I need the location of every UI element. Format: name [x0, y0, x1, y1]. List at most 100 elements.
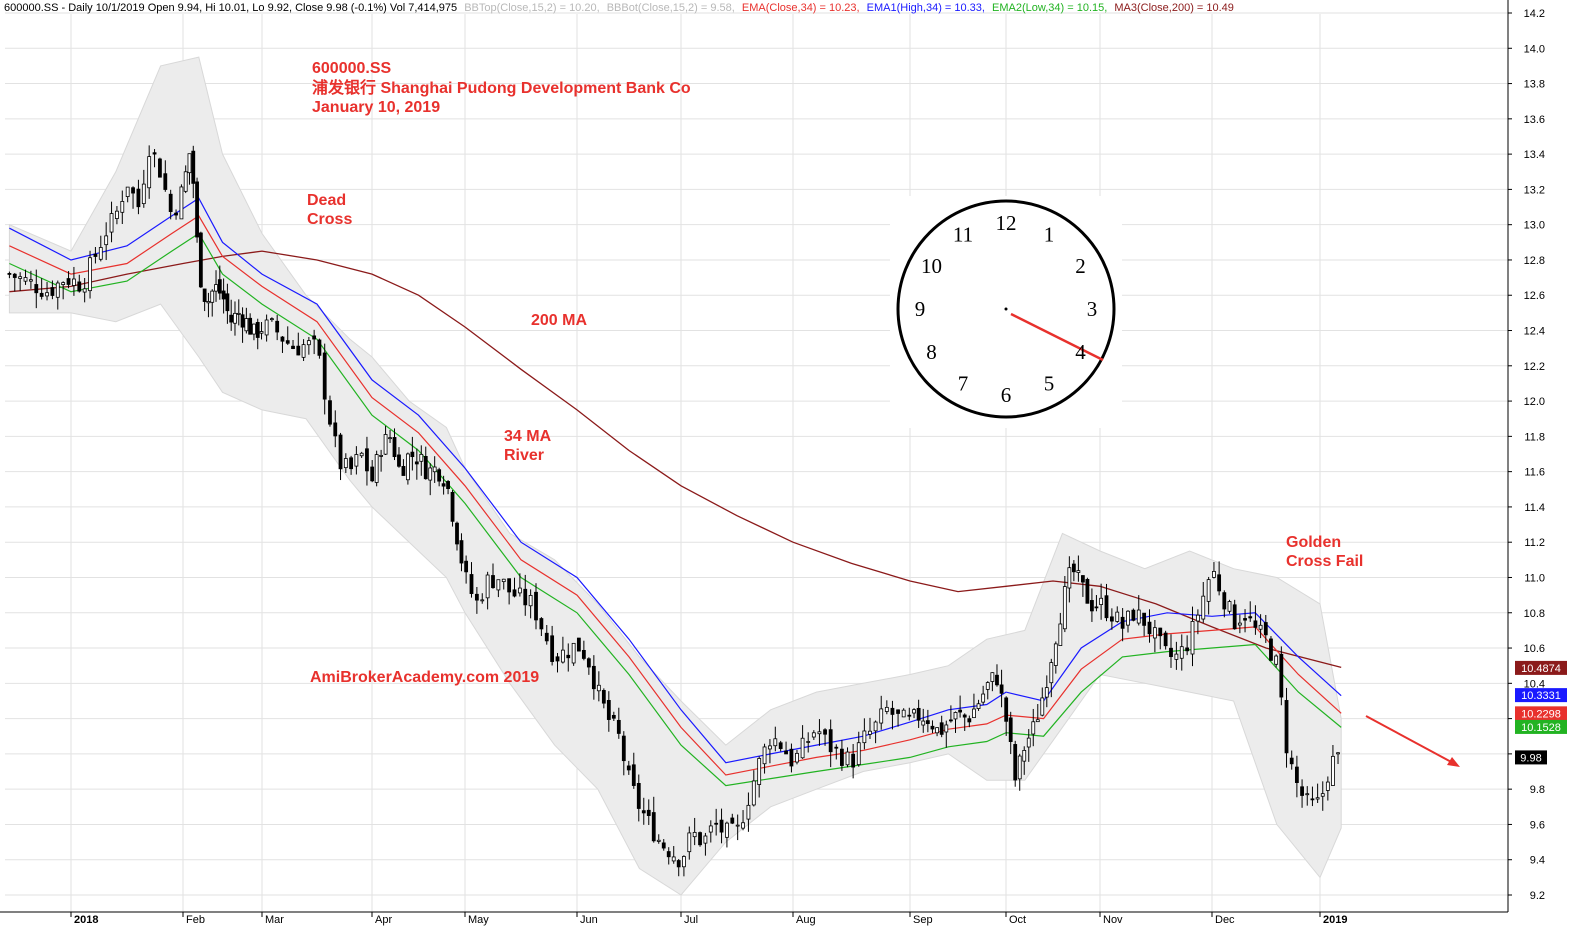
- candle-body: [1067, 567, 1072, 589]
- y-tick-label: 9.4: [1530, 855, 1545, 867]
- candle-body: [698, 832, 702, 846]
- candle-body: [464, 560, 469, 573]
- candle-body: [873, 721, 878, 732]
- candle-body: [757, 758, 762, 785]
- candle-body: [1258, 624, 1263, 630]
- x-tick-label: Jun: [580, 914, 598, 926]
- price-tag-label: 10.4874: [1521, 663, 1561, 675]
- y-tick-label: 12.6: [1524, 290, 1545, 302]
- candle-body: [379, 454, 384, 457]
- candle-body: [23, 277, 28, 282]
- candle-body: [586, 658, 591, 668]
- annotation-dead-cross-2: Cross: [307, 211, 352, 228]
- candle-body: [1040, 697, 1045, 716]
- candle-body: [152, 152, 157, 155]
- candle-body: [77, 281, 82, 292]
- candle-body: [179, 186, 184, 220]
- candle-body: [621, 735, 626, 762]
- y-tick-label: 11.0: [1524, 572, 1545, 584]
- candle-body: [1044, 687, 1049, 698]
- price-tags: 10.4874 10.3331 10.2298 10.1528 9.98: [1515, 660, 1567, 765]
- y-tick-label: 13.0: [1524, 220, 1545, 232]
- candle-body: [1232, 604, 1237, 630]
- candle-body: [921, 720, 926, 726]
- candle-body: [98, 247, 103, 260]
- x-tick-label: Sep: [913, 914, 933, 926]
- candle-body: [229, 314, 234, 323]
- y-tick-label: 10.8: [1524, 608, 1545, 620]
- candle-body: [1222, 592, 1227, 610]
- candle-body: [191, 150, 196, 184]
- candle-body: [397, 454, 401, 467]
- candle-body: [437, 469, 442, 482]
- candle-body: [1076, 570, 1081, 573]
- candle-body: [1080, 575, 1085, 583]
- candle-body: [1131, 609, 1136, 621]
- candle-body: [817, 731, 822, 735]
- candle-body: [1237, 622, 1242, 626]
- candle-body: [879, 708, 884, 724]
- candle-body: [459, 540, 464, 564]
- clock-number: 1: [1044, 223, 1055, 247]
- candle-body: [383, 434, 388, 455]
- bbtop-legend: BBTop(Close,15,2) = 10.20,: [464, 2, 599, 14]
- candle-body: [432, 466, 437, 473]
- candle-body: [976, 703, 981, 709]
- candle-body: [34, 284, 39, 294]
- clock-number: 3: [1087, 297, 1098, 321]
- candle-body: [925, 720, 930, 724]
- candle-body: [480, 599, 485, 602]
- candle-body: [1147, 621, 1152, 635]
- clock-number: 12: [996, 211, 1017, 235]
- candle-body: [534, 591, 538, 621]
- y-tick-label: 9.8: [1530, 784, 1545, 796]
- candle-body: [338, 434, 343, 470]
- candle-body: [50, 287, 55, 296]
- candle-body: [1022, 749, 1027, 762]
- candle-body: [1008, 717, 1013, 742]
- candle-body: [751, 780, 756, 806]
- candle-body: [714, 822, 719, 825]
- candle-body: [388, 437, 392, 440]
- candle-body: [423, 456, 428, 480]
- bollinger-band: [8, 56, 1342, 896]
- candle-body: [450, 491, 455, 522]
- x-tick-label: Oct: [1009, 914, 1026, 926]
- y-tick-label: 12.2: [1524, 361, 1545, 373]
- candle-body: [1284, 700, 1289, 754]
- y-tick-label: 12.8: [1524, 255, 1545, 267]
- y-tick-label: 13.6: [1524, 114, 1545, 126]
- candle-body: [789, 748, 794, 767]
- candle-body: [834, 746, 839, 749]
- candle-body: [12, 273, 17, 278]
- candle-body: [676, 860, 681, 868]
- candle-body: [1058, 623, 1063, 646]
- candle-body: [374, 454, 379, 483]
- x-tick-label: Feb: [186, 914, 205, 926]
- candle-body: [845, 751, 850, 766]
- clock-number: 4: [1075, 340, 1086, 364]
- candle-body: [206, 301, 211, 304]
- x-tick-label: Mar: [265, 914, 284, 926]
- candle-body: [1300, 786, 1304, 796]
- candle-body: [671, 856, 676, 862]
- candle-body: [912, 709, 916, 714]
- candle-body: [868, 730, 872, 735]
- candle-body: [1325, 781, 1330, 791]
- candle-body: [1320, 793, 1325, 797]
- x-tick-label: Jul: [684, 914, 698, 926]
- candle-body: [935, 727, 939, 734]
- candle-body: [1201, 595, 1206, 620]
- price-tag: [1515, 688, 1567, 703]
- candle-body: [1227, 601, 1232, 612]
- candle-body: [29, 279, 33, 282]
- candle-body: [631, 764, 636, 786]
- candle-body: [1305, 793, 1310, 796]
- candle-body: [611, 714, 616, 719]
- candle-body: [1152, 627, 1157, 639]
- downtrend-arrow-icon: [1365, 715, 1460, 767]
- candle-body: [692, 831, 697, 838]
- candle-body: [1315, 797, 1320, 800]
